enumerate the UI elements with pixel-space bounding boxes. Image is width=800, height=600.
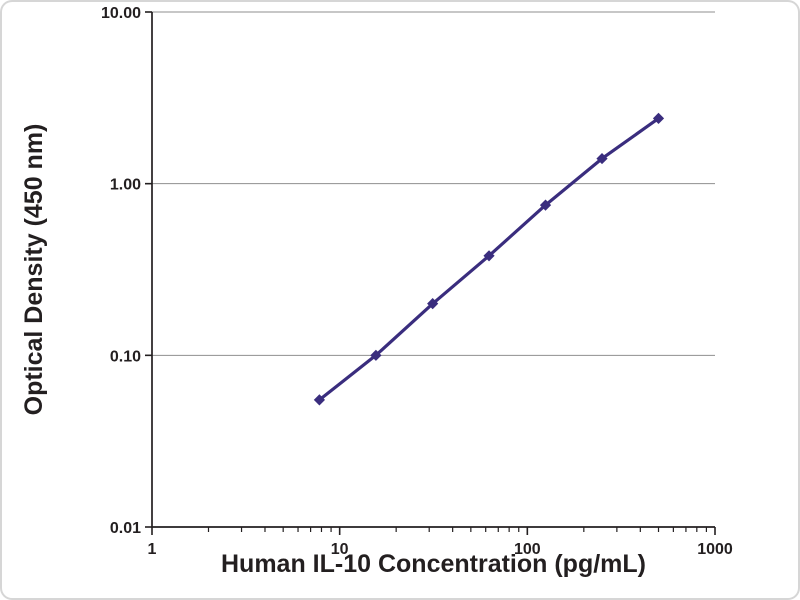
y-tick-label: 10.00 <box>101 5 141 22</box>
data-point-marker <box>539 199 552 211</box>
x-tick-label: 100 <box>514 541 541 558</box>
data-point-marker <box>652 112 665 124</box>
data-point-marker <box>313 394 326 406</box>
data-point-marker <box>370 349 382 361</box>
data-point-marker <box>427 298 439 310</box>
data-point-marker <box>596 152 608 165</box>
y-axis-title: Optical Density (450 nm) <box>20 124 48 416</box>
x-tick-label: 1 <box>148 541 157 558</box>
x-axis-title: Human IL-10 Concentration (pg/mL) <box>221 550 646 578</box>
y-tick-label: 0.01 <box>110 520 141 537</box>
y-tick-label: 1.00 <box>110 177 141 194</box>
x-tick-label: 1000 <box>697 541 733 558</box>
data-point-marker <box>483 250 495 262</box>
y-tick-label: 0.10 <box>110 348 141 365</box>
x-tick-label: 10 <box>331 541 349 558</box>
